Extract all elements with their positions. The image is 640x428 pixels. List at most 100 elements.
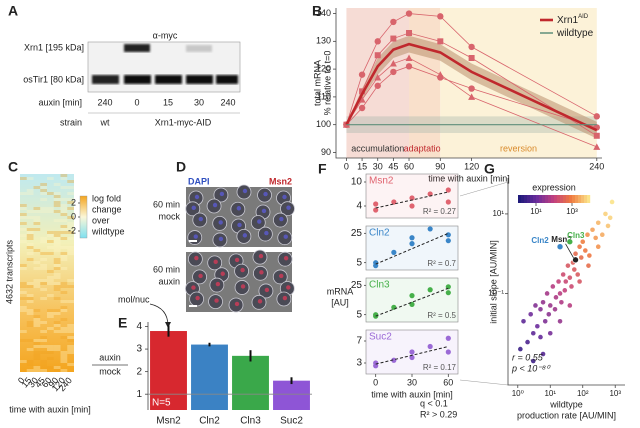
replicate-point bbox=[437, 38, 444, 45]
highlight-arrow bbox=[565, 243, 574, 259]
colorbar-segment bbox=[542, 195, 546, 203]
x-tick-label: 15 bbox=[357, 161, 367, 171]
heatmap-cell bbox=[67, 216, 74, 219]
heatmap-cell bbox=[67, 207, 74, 210]
point bbox=[607, 215, 613, 221]
subplot-title: Cln2 bbox=[369, 228, 390, 239]
heatmap-cell bbox=[40, 336, 47, 339]
nucleus bbox=[282, 295, 288, 301]
nucleus bbox=[214, 298, 219, 303]
nucleus bbox=[191, 205, 196, 211]
legend-name: wildtype bbox=[556, 28, 594, 39]
point bbox=[559, 299, 564, 305]
x-tick-label: Msn2 bbox=[156, 416, 181, 427]
heatmap-cell bbox=[26, 348, 34, 351]
point bbox=[544, 291, 550, 296]
heatmap-cell bbox=[40, 240, 47, 243]
replicate-line bbox=[346, 32, 597, 137]
nucleus bbox=[218, 220, 223, 225]
nucleus bbox=[257, 299, 263, 304]
heatmap-cell bbox=[67, 246, 74, 249]
heatmap-cell bbox=[67, 192, 74, 195]
panel-label: E bbox=[118, 315, 127, 331]
phase-region bbox=[409, 8, 441, 158]
replicate-point bbox=[406, 30, 413, 36]
panel-label: B bbox=[312, 3, 322, 19]
heatmap-cell bbox=[33, 216, 41, 219]
blot bbox=[87, 41, 241, 93]
heatmap-cell bbox=[40, 189, 47, 192]
heatmap-cell bbox=[40, 321, 47, 324]
point bbox=[535, 323, 540, 329]
fit-line bbox=[375, 287, 449, 317]
legend-label: Xrn1AID bbox=[557, 14, 589, 26]
replicate-point bbox=[405, 63, 413, 70]
heatmap-cell bbox=[33, 279, 41, 282]
fit-line bbox=[375, 232, 449, 265]
legend-label: wildtype bbox=[556, 28, 594, 39]
colorbar-tick-label: 0 bbox=[71, 211, 76, 221]
heatmap-cell bbox=[26, 309, 34, 312]
heatmap-cell bbox=[60, 246, 68, 249]
nucleus bbox=[215, 281, 221, 287]
replicate-line bbox=[346, 65, 597, 128]
bar bbox=[150, 331, 187, 410]
heatmap-cell bbox=[33, 342, 41, 345]
heatmap-cell bbox=[26, 246, 34, 249]
colorbar-segment bbox=[548, 195, 552, 203]
point bbox=[590, 227, 595, 233]
heatmap-cell bbox=[60, 213, 68, 216]
band bbox=[124, 75, 151, 84]
point bbox=[569, 284, 574, 289]
heatmap-cell bbox=[20, 297, 27, 300]
y-tick-label: 10⁻¹ bbox=[488, 289, 504, 298]
point bbox=[577, 244, 582, 249]
heatmap-cell bbox=[40, 267, 47, 270]
point bbox=[609, 199, 615, 205]
heatmap-cell bbox=[53, 237, 61, 240]
heatmap-cell bbox=[47, 270, 54, 273]
heatmap-cell bbox=[26, 189, 34, 192]
point bbox=[427, 287, 433, 293]
heatmap-cell bbox=[60, 306, 68, 309]
heatmap-cell bbox=[26, 258, 34, 261]
colorbar-segment bbox=[578, 195, 582, 203]
point bbox=[445, 187, 451, 193]
heatmap-cell bbox=[40, 288, 47, 291]
heatmap-cell bbox=[40, 207, 47, 210]
heatmap-cell bbox=[33, 228, 41, 231]
x-axis-label: production rate [AU/MIN] bbox=[517, 410, 616, 420]
replicate-point bbox=[405, 54, 413, 61]
band bbox=[92, 75, 119, 84]
heatmap-cell bbox=[33, 321, 41, 324]
heatmap-cell bbox=[40, 192, 47, 195]
lane-label: 30 bbox=[194, 97, 204, 107]
colorbar-tick-label: 10³ bbox=[566, 207, 578, 216]
nucleus bbox=[279, 273, 284, 279]
heatmap-cell bbox=[26, 300, 34, 303]
y-tick-label: 110 bbox=[317, 91, 331, 101]
scale-bar bbox=[189, 240, 197, 242]
row-label: Xrn1 [195 kDa] bbox=[24, 42, 84, 52]
heatmap-cell bbox=[33, 210, 41, 213]
heatmap-cell bbox=[33, 249, 41, 252]
heatmap-cell bbox=[67, 330, 74, 333]
heatmap-cell bbox=[53, 297, 61, 300]
heatmap-cell bbox=[20, 240, 27, 243]
heatmap-cell bbox=[33, 357, 41, 360]
point bbox=[542, 318, 548, 324]
heatmap-cell bbox=[60, 357, 68, 360]
point bbox=[586, 263, 591, 268]
replicate-point bbox=[468, 55, 475, 61]
heatmap-cell bbox=[20, 204, 27, 207]
heatmap-cell bbox=[53, 198, 61, 201]
heatmap-cell bbox=[60, 309, 68, 312]
replicate-point bbox=[405, 10, 413, 17]
y-tick-label: 7 bbox=[356, 336, 362, 347]
nucleus bbox=[218, 236, 224, 242]
heatmap-cell bbox=[47, 348, 54, 351]
fit-line bbox=[375, 191, 449, 209]
point bbox=[373, 360, 379, 366]
heatmap-cell bbox=[47, 315, 54, 318]
y-axis-label: auxin bbox=[99, 352, 121, 362]
